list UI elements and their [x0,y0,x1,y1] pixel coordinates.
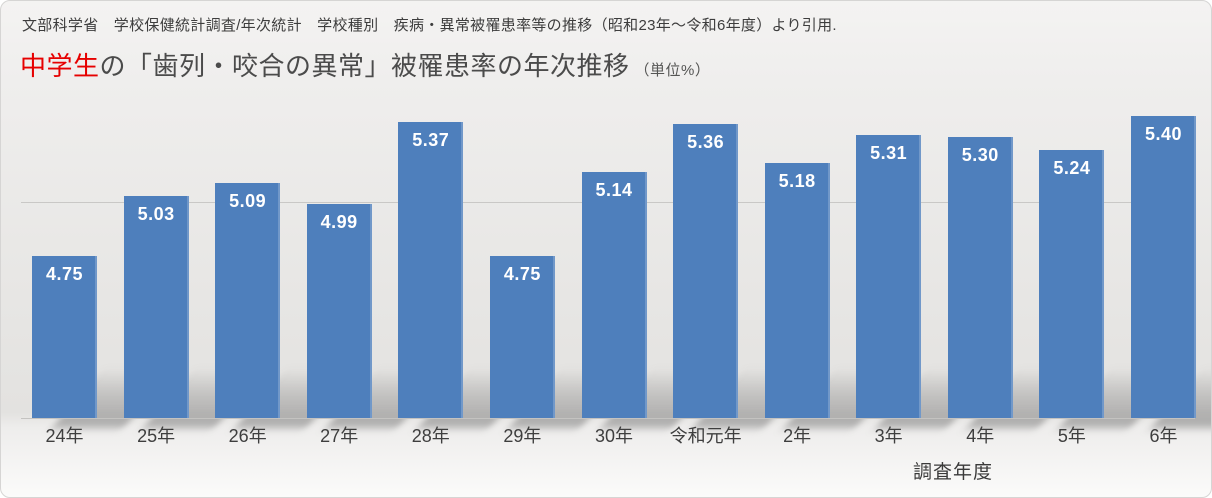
x-axis-label-25年: 25年 [137,426,176,446]
bar-value-label: 5.31 [870,143,908,163]
x-axis-label-28年: 28年 [411,426,450,446]
bar-value-label: 5.40 [1144,123,1183,144]
bar-27年: 4.99 [306,204,372,418]
bar-6年: 5.40 [1131,115,1196,418]
source-citation: 文部科学省 学校保健統計調査/年次統計 学校種別 疾病・異常被罹患率等の推移（昭… [22,17,837,34]
bar-value-label: 5.37 [412,130,450,151]
title-highlight-student-type: 中学生 [20,51,100,81]
bar-value-label: 4.99 [320,212,358,233]
x-axis-label-26年: 26年 [228,426,267,446]
x-axis-label-令和元年: 令和元年 [669,426,742,446]
bar-26年: 5.09 [215,182,281,418]
bar-28年: 5.37 [398,122,464,418]
bar-5年: 5.24 [1039,150,1105,418]
bar-29年: 4.75 [489,256,555,418]
x-axis-line [21,418,1195,419]
bar-25年: 5.03 [123,195,189,418]
x-axis-label-30年: 30年 [594,426,634,446]
bar-4年: 5.30 [947,137,1013,418]
x-axis-label-27年: 27年 [320,426,359,446]
x-axis-label-29年: 29年 [503,426,542,446]
x-axis-label-4年: 4年 [966,426,995,446]
bar-令和元年: 5.36 [673,124,739,418]
x-axis-title: 調査年度 [913,462,994,483]
bar-value-label: 5.36 [687,132,725,153]
bar-value-label: 5.30 [961,145,999,166]
bar-value-label: 5.18 [778,171,816,192]
x-axis-label-2年: 2年 [783,426,812,446]
bar-30年: 5.14 [581,171,647,418]
bar-value-label: 5.03 [137,203,175,224]
x-axis-label-24年: 24年 [45,426,84,446]
title-main-text: の「歯列・咬合の異常」被罹患率の年次推移 [99,51,630,81]
bar-3年: 5.31 [856,135,922,418]
bar-value-label: 4.75 [503,264,541,284]
bar-value-label: 5.14 [595,179,633,200]
chart-title: 中学生の「歯列・咬合の異常」被罹患率の年次推移 （単位%） [20,46,710,83]
x-axis-label-5年: 5年 [1057,426,1086,446]
bar-24年: 4.75 [32,256,97,418]
bar-value-label: 5.24 [1053,158,1091,179]
bar-2年: 5.18 [764,163,830,418]
x-axis-label-6年: 6年 [1149,426,1178,446]
bar-value-label: 5.09 [229,190,267,211]
title-unit: （単位%） [634,62,711,79]
bar-value-label: 4.75 [45,264,84,284]
x-axis-label-3年: 3年 [874,426,903,446]
